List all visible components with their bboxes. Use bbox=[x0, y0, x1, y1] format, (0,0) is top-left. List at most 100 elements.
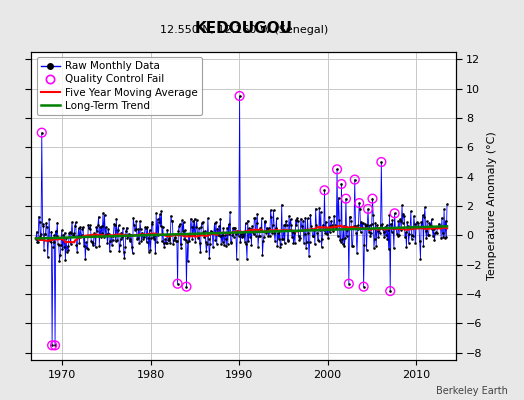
Point bbox=[381, 224, 389, 231]
Point bbox=[82, 239, 90, 246]
Point bbox=[366, 233, 375, 239]
Point bbox=[257, 227, 265, 233]
Point bbox=[168, 218, 176, 225]
Point bbox=[211, 236, 220, 243]
Point bbox=[216, 215, 225, 222]
Point bbox=[201, 228, 209, 234]
Point bbox=[337, 181, 346, 187]
Point bbox=[392, 224, 400, 231]
Point bbox=[266, 207, 275, 213]
Point bbox=[134, 234, 142, 241]
Point bbox=[49, 239, 58, 246]
Point bbox=[241, 238, 249, 245]
Point bbox=[165, 236, 173, 243]
Point bbox=[136, 218, 144, 224]
Point bbox=[394, 232, 402, 239]
Point bbox=[204, 236, 213, 242]
Point bbox=[311, 241, 319, 248]
Point bbox=[281, 222, 290, 228]
Point bbox=[161, 236, 169, 242]
Point bbox=[371, 220, 379, 226]
Point bbox=[188, 224, 196, 230]
Point bbox=[316, 227, 324, 233]
Point bbox=[208, 230, 216, 236]
Point bbox=[408, 232, 417, 238]
Point bbox=[169, 241, 177, 247]
Point bbox=[399, 210, 408, 217]
Point bbox=[35, 213, 43, 220]
Point bbox=[203, 241, 211, 247]
Point bbox=[250, 215, 258, 222]
Point bbox=[314, 238, 323, 244]
Point bbox=[47, 228, 56, 235]
Point bbox=[100, 212, 108, 218]
Point bbox=[232, 231, 240, 237]
Point bbox=[178, 217, 186, 224]
Point bbox=[365, 229, 373, 235]
Point bbox=[221, 236, 230, 242]
Point bbox=[71, 222, 79, 229]
Point bbox=[274, 230, 282, 236]
Point bbox=[286, 216, 294, 222]
Point bbox=[439, 234, 447, 240]
Point bbox=[286, 227, 294, 234]
Point bbox=[325, 214, 333, 220]
Point bbox=[105, 230, 113, 237]
Point bbox=[422, 235, 431, 241]
Point bbox=[384, 227, 392, 233]
Point bbox=[233, 256, 241, 262]
Point bbox=[152, 239, 161, 245]
Point bbox=[206, 241, 214, 247]
Point bbox=[349, 224, 357, 230]
Point bbox=[67, 240, 75, 247]
Point bbox=[333, 166, 341, 172]
Point bbox=[85, 225, 94, 232]
Point bbox=[94, 222, 102, 228]
Point bbox=[309, 232, 318, 239]
Point bbox=[323, 226, 332, 232]
Point bbox=[330, 213, 339, 219]
Point bbox=[292, 222, 301, 228]
Point bbox=[412, 219, 421, 226]
Point bbox=[73, 249, 81, 255]
Point bbox=[262, 230, 270, 236]
Point bbox=[208, 229, 216, 236]
Point bbox=[344, 224, 352, 231]
Point bbox=[359, 220, 367, 226]
Point bbox=[275, 227, 283, 234]
Point bbox=[319, 222, 327, 228]
Point bbox=[379, 225, 387, 232]
Point bbox=[386, 288, 395, 294]
Point bbox=[401, 234, 409, 240]
Point bbox=[329, 227, 337, 234]
Point bbox=[252, 233, 260, 239]
Point bbox=[230, 234, 238, 240]
Point bbox=[264, 226, 272, 232]
Point bbox=[167, 213, 175, 219]
Point bbox=[38, 221, 47, 227]
Point bbox=[128, 250, 137, 256]
Point bbox=[130, 221, 138, 228]
Point bbox=[405, 231, 413, 237]
Point bbox=[100, 233, 108, 240]
Point bbox=[438, 215, 446, 221]
Point bbox=[414, 223, 422, 229]
Point bbox=[420, 214, 428, 220]
Point bbox=[310, 226, 319, 233]
Point bbox=[72, 242, 81, 248]
Point bbox=[254, 243, 262, 250]
Point bbox=[418, 224, 426, 230]
Point bbox=[41, 231, 50, 238]
Point bbox=[143, 239, 151, 246]
Point bbox=[83, 245, 91, 252]
Point bbox=[182, 284, 191, 290]
Point bbox=[133, 236, 141, 242]
Point bbox=[428, 216, 436, 223]
Point bbox=[342, 196, 350, 202]
Point bbox=[215, 233, 224, 240]
Point bbox=[339, 241, 347, 248]
Point bbox=[302, 238, 311, 245]
Point bbox=[245, 225, 254, 232]
Point bbox=[143, 224, 151, 230]
Point bbox=[197, 224, 205, 230]
